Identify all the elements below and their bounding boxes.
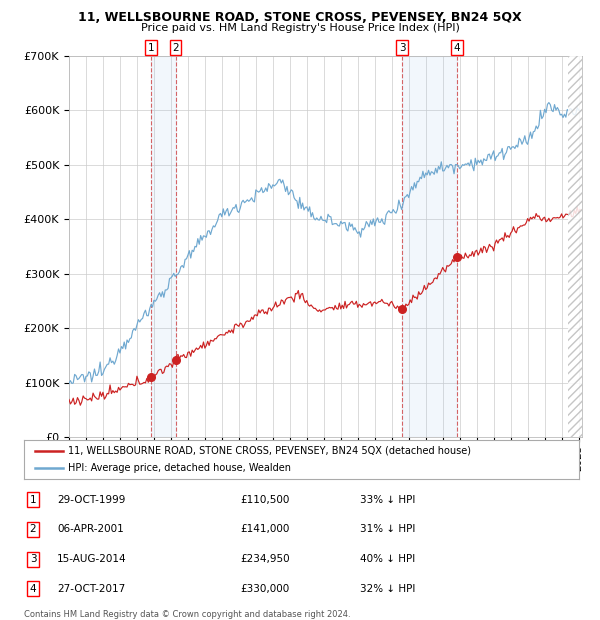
- Text: 3: 3: [29, 554, 37, 564]
- Text: 33% ↓ HPI: 33% ↓ HPI: [360, 495, 415, 505]
- Text: 27-OCT-2017: 27-OCT-2017: [57, 584, 125, 594]
- Text: Contains HM Land Registry data © Crown copyright and database right 2024.
This d: Contains HM Land Registry data © Crown c…: [24, 609, 350, 620]
- Text: 1: 1: [148, 43, 154, 53]
- Bar: [151, 56, 176, 437]
- Text: 40% ↓ HPI: 40% ↓ HPI: [360, 554, 415, 564]
- Text: 32% ↓ HPI: 32% ↓ HPI: [360, 584, 415, 594]
- Text: £141,000: £141,000: [240, 525, 289, 534]
- Text: 11, WELLSBOURNE ROAD, STONE CROSS, PEVENSEY, BN24 5QX (detached house): 11, WELLSBOURNE ROAD, STONE CROSS, PEVEN…: [68, 446, 472, 456]
- Text: 2: 2: [29, 525, 37, 534]
- Text: £330,000: £330,000: [240, 584, 289, 594]
- Bar: [402, 56, 457, 437]
- Bar: [568, 56, 582, 437]
- Text: 4: 4: [29, 584, 37, 594]
- Text: 4: 4: [454, 43, 460, 53]
- Text: £110,500: £110,500: [240, 495, 289, 505]
- Text: 3: 3: [399, 43, 406, 53]
- Text: 1: 1: [29, 495, 37, 505]
- Text: £234,950: £234,950: [240, 554, 290, 564]
- Text: 11, WELLSBOURNE ROAD, STONE CROSS, PEVENSEY, BN24 5QX: 11, WELLSBOURNE ROAD, STONE CROSS, PEVEN…: [78, 11, 522, 24]
- Text: 31% ↓ HPI: 31% ↓ HPI: [360, 525, 415, 534]
- Text: 06-APR-2001: 06-APR-2001: [57, 525, 124, 534]
- Text: 15-AUG-2014: 15-AUG-2014: [57, 554, 127, 564]
- Text: 29-OCT-1999: 29-OCT-1999: [57, 495, 125, 505]
- Text: Price paid vs. HM Land Registry's House Price Index (HPI): Price paid vs. HM Land Registry's House …: [140, 23, 460, 33]
- Text: 2: 2: [172, 43, 179, 53]
- Text: HPI: Average price, detached house, Wealden: HPI: Average price, detached house, Weal…: [68, 463, 292, 473]
